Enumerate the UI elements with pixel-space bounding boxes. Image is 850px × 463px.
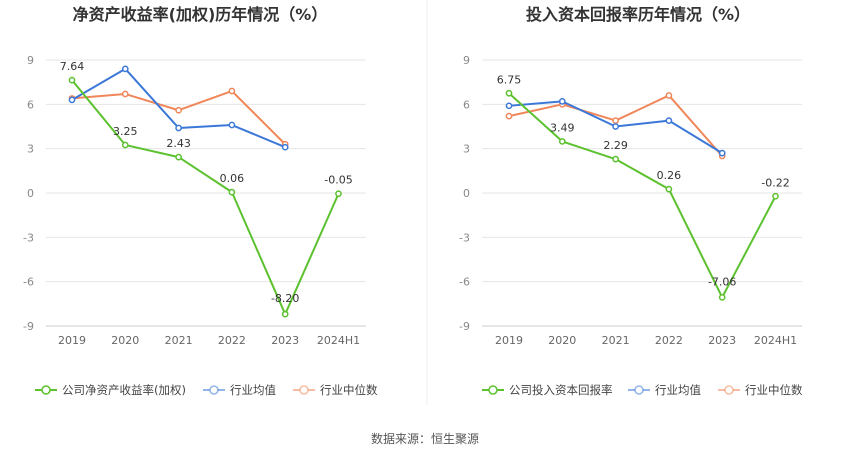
chart2-industry-median-point: [505, 112, 513, 120]
chart1-data-label: 2.43: [166, 137, 191, 150]
chart2-data-label: -0.22: [761, 176, 789, 189]
chart1-company-point: [228, 188, 236, 196]
chart2-company-point: [772, 192, 779, 200]
chart2-y-tick-label: -9: [459, 320, 470, 333]
chart1-y-tick-label: -9: [23, 320, 34, 333]
chart2-data-label: 3.49: [550, 121, 575, 134]
chart1-x-tick-label: 2019: [58, 334, 86, 347]
chart1-industry-median-point: [228, 87, 236, 95]
chart2-legend-company-label[interactable]: 公司投入资本回报率: [509, 383, 613, 397]
chart1-industry-median-point: [121, 90, 129, 98]
chart2-company-point: [558, 138, 566, 145]
chart1-y-tick-label: 6: [27, 98, 34, 111]
chart2-industry-median-point: [612, 117, 619, 124]
chart1-data-label: 7.64: [60, 60, 85, 73]
chart1-industry-avg-point: [281, 143, 289, 151]
chart2-x-tick-label: 2022: [655, 334, 683, 347]
chart1-y-tick-label: -6: [23, 276, 34, 289]
chart1-legend-company-label[interactable]: 公司净资产收益率(加权): [62, 383, 186, 397]
chart1-title: 净资产收益率(加权)历年情况（%）: [73, 5, 328, 24]
chart1-legend-industry-median-label[interactable]: 行业中位数: [320, 383, 378, 397]
chart1-legend-industry-median-marker[interactable]: [299, 385, 309, 395]
chart1-company-point: [281, 310, 289, 318]
chart2-y-tick-label: 3: [463, 143, 470, 156]
chart1-x-tick-label: 2021: [165, 334, 193, 347]
chart2-industry-median-point: [665, 92, 673, 99]
chart2-x-tick-label: 2024H1: [754, 334, 797, 347]
chart2-x-tick-label: 2021: [602, 334, 630, 347]
chart2-industry-avg-point: [665, 117, 673, 124]
chart2-title: 投入资本回报率历年情况（%）: [526, 5, 750, 24]
chart2-legend-industry-avg-marker[interactable]: [634, 385, 644, 395]
chart1-x-tick-label: 2023: [271, 334, 299, 347]
chart2-company-point: [612, 155, 619, 163]
chart1-x-tick-label: 2024H1: [317, 334, 360, 347]
chart2-company-point: [718, 293, 726, 301]
chart1-data-label: 0.06: [220, 172, 245, 185]
chart2-y-tick-label: -3: [459, 231, 470, 244]
chart2-data-label: 0.26: [657, 169, 682, 182]
chart1-company-line: [71, 79, 340, 316]
chart1-industry-avg-point: [68, 96, 76, 104]
chart2-y-tick-label: 0: [463, 187, 470, 200]
chart2-data-label: 2.29: [603, 139, 628, 152]
chart2-industry-avg-point: [612, 123, 619, 130]
chart2-y-tick-label: 6: [463, 98, 470, 111]
chart1-x-tick-label: 2020: [111, 334, 139, 347]
chart2-x-tick-label: 2020: [548, 334, 576, 347]
chart1-data-label: -0.05: [324, 174, 352, 187]
chart1-company-point: [68, 76, 76, 84]
chart1-y-tick-label: 3: [27, 143, 34, 156]
chart2-legend-industry-median-marker[interactable]: [724, 385, 734, 395]
chart2-legend-industry-avg-label[interactable]: 行业均值: [655, 383, 701, 397]
chart2-legend-industry-median-label[interactable]: 行业中位数: [745, 383, 803, 397]
chart1-legend-industry-avg-label[interactable]: 行业均值: [230, 383, 276, 397]
chart1-industry-avg-point: [121, 65, 129, 73]
chart1-data-label: 3.25: [113, 125, 138, 138]
chart1-company-point: [121, 141, 129, 149]
chart1-y-tick-label: 9: [27, 54, 34, 67]
source-label: 数据来源：恒生聚源: [370, 432, 479, 446]
chart2-x-tick-label: 2019: [495, 334, 523, 347]
chart2-industry-avg-point: [558, 98, 566, 105]
chart1-y-tick-label: 0: [27, 187, 34, 200]
chart2-x-tick-label: 2023: [708, 334, 736, 347]
chart2-industry-avg-point: [718, 149, 726, 157]
chart1-industry-median-point: [175, 106, 182, 114]
chart2-company-line: [508, 92, 777, 299]
chart2-company-point: [665, 185, 673, 193]
chart2-legend-company-marker[interactable]: [488, 385, 498, 395]
chart1-y-tick-label: -3: [23, 231, 34, 244]
chart1-company-point: [175, 153, 182, 161]
chart1-company-point: [335, 190, 342, 198]
chart1-legend-company-marker[interactable]: [41, 385, 51, 395]
chart2-y-tick-label: -6: [459, 276, 470, 289]
chart2-y-tick-label: 9: [463, 54, 470, 67]
chart2-data-label: -7.06: [708, 275, 736, 288]
chart1-data-label: -8.20: [271, 292, 299, 305]
chart2-industry-avg-point: [505, 102, 513, 110]
chart1-legend-industry-avg-marker[interactable]: [209, 385, 219, 395]
chart2-data-label: 6.75: [497, 73, 522, 86]
chart1-industry-avg-point: [175, 124, 182, 132]
chart1-industry-avg-point: [228, 121, 236, 129]
chart1-x-tick-label: 2022: [218, 334, 246, 347]
chart2-company-point: [505, 89, 513, 97]
